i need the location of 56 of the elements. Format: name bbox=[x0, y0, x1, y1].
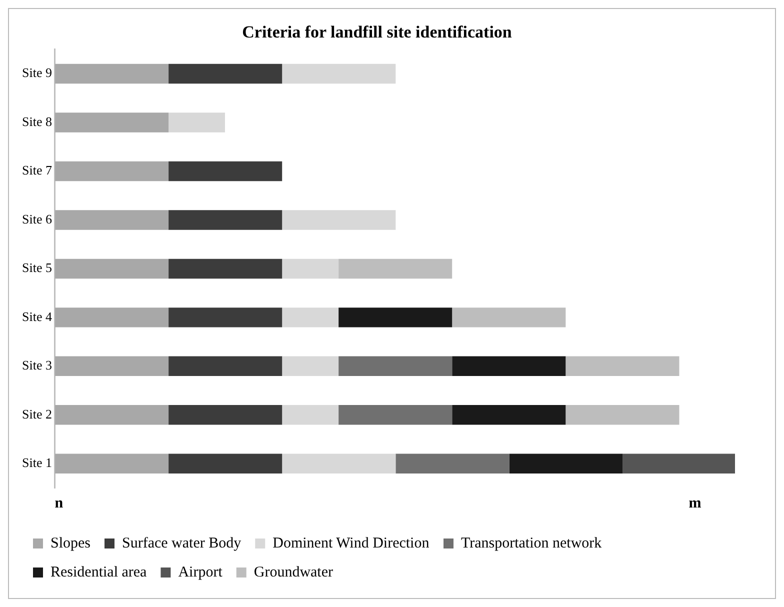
bar bbox=[54, 112, 169, 132]
legend-label: Dominent Wind Direction bbox=[272, 535, 430, 552]
bar bbox=[168, 308, 282, 328]
bar bbox=[338, 405, 452, 425]
bar bbox=[509, 454, 623, 474]
text: m bbox=[688, 495, 702, 512]
text: n bbox=[54, 495, 64, 512]
y-tick-label: Site 5 bbox=[22, 260, 52, 276]
y-tick-label: Site 2 bbox=[22, 406, 52, 422]
bar bbox=[168, 64, 282, 84]
bar bbox=[452, 308, 566, 328]
bar bbox=[54, 64, 169, 84]
legend-label: Groundwater bbox=[254, 564, 334, 580]
bar bbox=[338, 308, 452, 328]
bar bbox=[54, 258, 169, 279]
y-tick-label: Site 9 bbox=[22, 65, 52, 80]
bar bbox=[54, 356, 169, 376]
bar bbox=[566, 405, 680, 425]
chart-title: Criteria for landfill site identification bbox=[242, 22, 512, 42]
bar bbox=[54, 308, 169, 328]
bar bbox=[168, 454, 282, 474]
bar bbox=[54, 405, 169, 425]
bar bbox=[168, 405, 282, 425]
bar bbox=[282, 454, 396, 474]
bar bbox=[168, 356, 282, 376]
y-tick-label: Site 8 bbox=[22, 114, 52, 129]
bar bbox=[54, 454, 169, 474]
bar bbox=[54, 161, 169, 182]
bar bbox=[282, 64, 396, 84]
bar bbox=[282, 356, 339, 376]
bar bbox=[282, 405, 339, 425]
bar bbox=[452, 405, 566, 425]
y-tick-label: Site 7 bbox=[22, 162, 52, 178]
bar bbox=[338, 356, 452, 376]
bar bbox=[168, 161, 282, 182]
bar bbox=[168, 112, 225, 132]
bar bbox=[566, 356, 680, 376]
legend-label: Residential area bbox=[50, 564, 148, 580]
y-tick-label: Site 6 bbox=[22, 211, 52, 226]
y-tick-label: Site 3 bbox=[22, 358, 52, 373]
y-tick-label: Site 1 bbox=[22, 455, 52, 470]
legend-label: Slopes bbox=[50, 535, 91, 552]
bar bbox=[54, 210, 169, 230]
bar bbox=[338, 258, 452, 279]
bar bbox=[168, 210, 282, 230]
bar bbox=[452, 356, 566, 376]
bar bbox=[282, 210, 396, 230]
bar bbox=[282, 258, 339, 279]
legend-label: Airport bbox=[178, 564, 224, 580]
bar bbox=[396, 454, 510, 474]
legend-label: Transportation network bbox=[460, 535, 602, 552]
bar bbox=[622, 454, 735, 474]
bar bbox=[282, 308, 339, 328]
legend-label: Surface water Body bbox=[122, 535, 242, 552]
bar bbox=[168, 258, 282, 279]
y-tick-label: Site 4 bbox=[22, 308, 52, 324]
